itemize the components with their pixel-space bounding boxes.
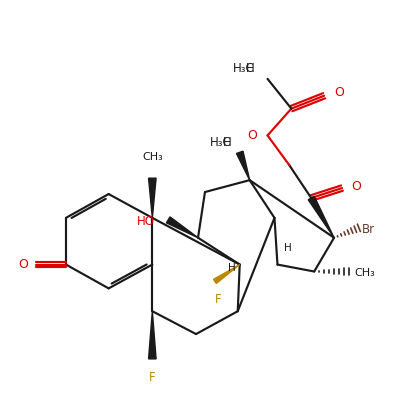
Text: O: O [18, 258, 28, 271]
Text: O: O [248, 129, 258, 142]
Text: H: H [284, 243, 291, 253]
Text: H: H [246, 62, 255, 76]
Text: H₃C: H₃C [210, 136, 232, 149]
Polygon shape [166, 217, 198, 238]
Text: H: H [228, 262, 236, 272]
Text: Br: Br [362, 223, 375, 236]
Text: F: F [149, 371, 156, 384]
Text: F: F [214, 293, 221, 306]
Polygon shape [308, 196, 334, 238]
Polygon shape [148, 311, 156, 359]
Text: H₃C: H₃C [233, 62, 255, 76]
Polygon shape [148, 178, 156, 218]
Text: O: O [351, 180, 361, 192]
Text: HO: HO [137, 215, 155, 228]
Text: CH₃: CH₃ [354, 268, 375, 278]
Text: CH₃: CH₃ [142, 152, 163, 162]
Text: O: O [334, 86, 344, 99]
Text: H: H [223, 136, 232, 149]
Polygon shape [236, 151, 250, 180]
Polygon shape [214, 264, 240, 284]
